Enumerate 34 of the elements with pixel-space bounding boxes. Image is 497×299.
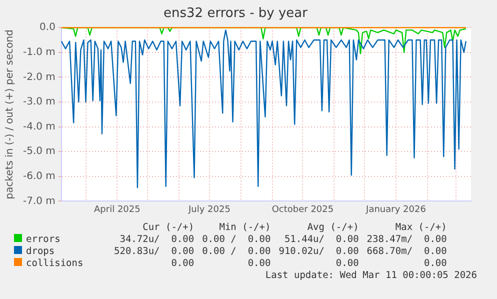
y-tick-label: -3.0 m [22, 96, 56, 108]
text: Max (-/+) [394, 222, 447, 234]
y-tick-label: -7.0 m [22, 196, 56, 207]
x-tick-label: October 2025 [272, 204, 334, 215]
chart-title: ens32 errors - by year [164, 6, 308, 22]
text: 238.47m/ 0.00 [366, 234, 447, 246]
y-axis-title: packets in (-) / out (+) per second [4, 30, 16, 200]
y-tick-label: -6.0 m [22, 170, 56, 182]
text: 34.72u/ 0.00 [118, 234, 194, 246]
legend-label: errors [25, 234, 62, 246]
text: Min (-/+) [218, 222, 271, 234]
text: 0.00 / 0.00 [201, 246, 271, 258]
text: 668.70m/ 0.00 [366, 246, 447, 258]
legend-label: drops [25, 246, 56, 258]
y-tick-label: -1.0 m [22, 46, 56, 58]
text: Last update: Wed Mar 11 00:00:05 2026 [265, 270, 477, 281]
text: 520.83u/ 0.00 [113, 246, 194, 258]
legend-label: collisions [25, 258, 84, 270]
text: 0.00 / 0.00 [201, 234, 271, 246]
text: 0.00 [170, 258, 194, 270]
text: Avg (-/+) [306, 222, 359, 234]
text: 0.00 [422, 258, 447, 270]
x-tick-label: July 2025 [187, 204, 230, 215]
y-tick-label: -2.0 m [22, 72, 56, 83]
text: 910.02u/ 0.00 [278, 246, 359, 258]
text: 0.00 [334, 258, 359, 270]
text: Cur (-/+) [142, 222, 194, 234]
x-tick-label: April 2025 [94, 204, 140, 215]
y-tick-label: -4.0 m [22, 121, 56, 132]
x-tick-label: January 2026 [365, 204, 426, 215]
text: 0.00 [246, 258, 271, 270]
y-tick-label: -5.0 m [22, 146, 56, 158]
y-tick-label: 0.0 [40, 22, 56, 34]
text: 51.44u/ 0.00 [283, 234, 359, 246]
